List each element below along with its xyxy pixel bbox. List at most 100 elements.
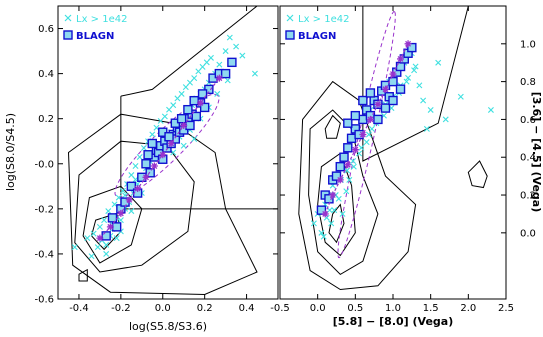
lx-point [174,95,181,102]
track-ellipse [337,10,396,259]
lx-point [344,167,351,174]
density-contour [298,80,417,291]
y-tick-label: 0.4 [520,153,536,164]
blagn-point [197,89,208,99]
lx-point [180,142,187,149]
lx-point [103,241,110,248]
right-x-axis-label: [5.8] − [8.0] (Vega) [333,315,454,328]
track-point [381,85,389,93]
legend-label: BLAGN [298,31,336,42]
lx-point [412,63,419,70]
lx-point [363,139,370,146]
x-tick-label: 0.2 [197,303,213,314]
lx-point [405,74,412,81]
lx-point [457,93,464,100]
lx-point [358,144,365,151]
blagn-point [365,88,376,98]
blagn-point [350,110,361,121]
lx-point [170,102,177,109]
lx-point [88,253,95,260]
lx-point [420,97,427,104]
lx-point [191,135,198,142]
blagn-point [380,103,391,113]
blagn-point [358,95,368,106]
blagn-point [176,113,187,124]
lx-point [113,235,120,242]
lx-point [222,48,229,55]
lx-point [411,67,418,74]
lx-point [101,217,108,224]
legend-square-marker [285,30,295,40]
lx-point [84,235,91,242]
y-tick-label: 0.8 [520,77,536,88]
blagn-point [407,42,417,53]
track-point [321,210,329,218]
lx-point [368,125,375,132]
lx-point [403,78,410,85]
left-legend: Lx > 1e42 BLAGN [63,14,127,42]
track-point [159,151,167,159]
blagn-point [141,159,151,169]
lx-point [191,75,198,82]
x-tick-label: 2.5 [498,303,514,314]
legend-x-marker [286,14,294,22]
lx-point [442,116,449,123]
lx-point [128,172,135,179]
lx-point [343,188,350,195]
lx-point [105,208,112,215]
track-point [344,161,352,169]
blagn-point [107,213,118,223]
blagn-point [220,68,231,79]
lx-point [71,244,78,251]
legend-label: Lx > 1e42 [298,14,349,25]
legend-x-marker [64,14,72,22]
lx-point [331,207,338,214]
lx-point [140,145,147,151]
lx-point [226,34,233,41]
blagn-point [145,168,155,178]
track-point [215,74,223,82]
y-tick-label: 0.6 [520,115,536,126]
lx-point [90,230,97,237]
x-tick-label: 0.0 [310,303,326,314]
lx-point [96,223,103,230]
blagn-point [343,118,353,128]
track-point [125,196,133,204]
density-contour [67,113,258,296]
density-contour [74,140,195,273]
lx-point [214,90,221,97]
x-tick-label: 0.0 [155,303,171,314]
lx-point [320,233,327,240]
lx-point [224,77,231,84]
left-y-axis-label: log(S8.0/S4.5) [4,113,17,191]
y-tick-label: 1.0 [520,39,536,50]
blagn-point [343,143,353,153]
lx-point [94,244,101,251]
y-tick-label: 0.2 [38,114,54,125]
lx-point [346,176,353,183]
y-tick-label: -0.2 [34,204,54,215]
lx-point [207,54,214,61]
lx-point [233,43,240,50]
lx-point [365,131,372,138]
lx-point [149,131,156,138]
lx-point [310,220,317,227]
blagn-point [395,84,406,94]
blagn-point [388,76,398,87]
lx-point [157,117,164,124]
agn-wedge-line [120,5,258,97]
right-density-contours [298,80,488,291]
lx-point [328,220,335,227]
x-tick-label: -0.2 [111,303,131,314]
x-tick-label: 2.0 [460,303,476,314]
lx-point [119,187,126,194]
lx-point [161,113,168,120]
lx-point [239,52,246,59]
lx-point [203,59,210,66]
blagn-point [335,161,345,172]
density-contour [78,268,88,282]
track-point [196,99,204,107]
lx-point [216,61,223,68]
y-tick-label: 0.2 [520,191,536,202]
